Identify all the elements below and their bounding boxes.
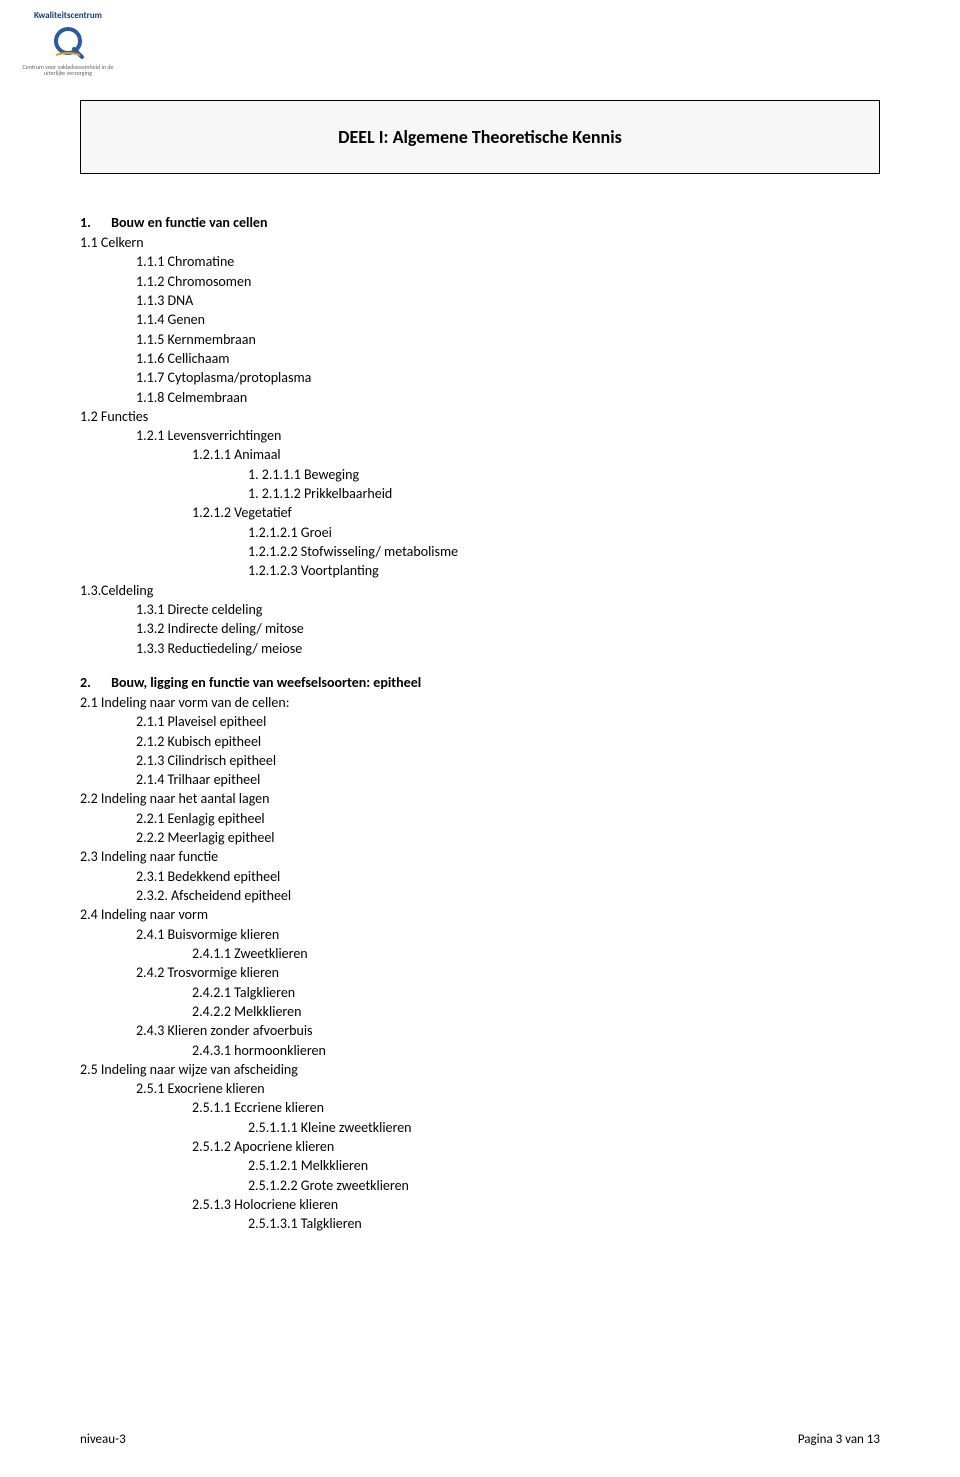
outline-item: 2.5.1.2 Apocriene klieren (192, 1137, 880, 1156)
outline-item: 2.5.1.3.1 Talgklieren (248, 1214, 880, 1233)
outline-item: 1.1.4 Genen (136, 310, 880, 329)
outline-item: 1.1.1 Chromatine (136, 252, 880, 271)
outline-item: 2.1.1 Plaveisel epitheel (136, 712, 880, 731)
outline-item: 2.5.1.2.2 Grote zweetklieren (248, 1176, 880, 1195)
outline-item: 2.4 Indeling naar vorm (80, 905, 880, 924)
outline-item: 2.5.1 Exocriene klieren (136, 1079, 880, 1098)
outline-item: 1. 2.1.1.1 Beweging (248, 465, 880, 484)
logo-title: Kwaliteitscentrum (34, 10, 102, 21)
section-1-heading: 1. Bouw en functie van cellen (80, 214, 880, 231)
outline-item: 1.1.6 Cellichaam (136, 349, 880, 368)
outline-item: 2.2 Indeling naar het aantal lagen (80, 789, 880, 808)
section-1: 1. Bouw en functie van cellen 1.1 Celker… (80, 214, 880, 658)
outline-item: 2.5.1.1 Eccriene klieren (192, 1098, 880, 1117)
outline-item: 2.4.2.1 Talgklieren (192, 983, 880, 1002)
outline-item: 1.1.8 Celmembraan (136, 388, 880, 407)
outline-item: 1.1.5 Kernmembraan (136, 330, 880, 349)
logo: Kwaliteitscentrum Centrum voor vakbekwaa… (18, 10, 118, 77)
outline-item: 2.4.3.1 hormoonklieren (192, 1041, 880, 1060)
outline-item: 2.2.1 Eenlagig epitheel (136, 809, 880, 828)
outline-item: 2.4.2.2 Melkklieren (192, 1002, 880, 1021)
outline-item: 2.5 Indeling naar wijze van afscheiding (80, 1060, 880, 1079)
outline-item: 2.1 Indeling naar vorm van de cellen: (80, 693, 880, 712)
outline-item: 2.4.2 Trosvormige klieren (136, 963, 880, 982)
outline-item: 2.1.3 Cilindrisch epitheel (136, 751, 880, 770)
outline-item: 1.2.1.1 Animaal (192, 445, 880, 464)
outline-item: 2.4.1 Buisvormige klieren (136, 925, 880, 944)
outline-item: 2.4.1.1 Zweetklieren (192, 944, 880, 963)
section-1-title: Bouw en functie van cellen (111, 214, 267, 231)
section-2-body: 2.1 Indeling naar vorm van de cellen:2.1… (80, 693, 880, 1234)
title-box: DEEL I: Algemene Theoretische Kennis (80, 100, 880, 174)
outline-item: 1.3.3 Reductiedeling/ meiose (136, 639, 880, 658)
outline-item: 1.2.1.2.3 Voortplanting (248, 561, 880, 580)
outline-item: 1.1 Celkern (80, 233, 880, 252)
outline-item: 1. 2.1.1.2 Prikkelbaarheid (248, 484, 880, 503)
outline-item: 1.2 Functies (80, 407, 880, 426)
outline-item: 1.3.1 Directe celdeling (136, 600, 880, 619)
section-2-heading: 2. Bouw, ligging en functie van weefsels… (80, 674, 880, 691)
outline-item: 2.5.1.3 Holocriene klieren (192, 1195, 880, 1214)
outline-item: 1.2.1.2.1 Groei (248, 523, 880, 542)
outline-item: 2.3.2. Afscheidend epitheel (136, 886, 880, 905)
footer-left: niveau-3 (80, 1432, 126, 1447)
logo-subtitle: Centrum voor vakbekwaamheid in de uiterl… (18, 64, 118, 77)
section-2-num: 2. (80, 674, 108, 691)
outline-item: 1.2.1.2.2 Stofwisseling/ metabolisme (248, 542, 880, 561)
outline-item: 2.1.4 Trilhaar epitheel (136, 770, 880, 789)
section-1-num: 1. (80, 214, 108, 231)
section-2-title: Bouw, ligging en functie van weefselsoor… (111, 674, 421, 691)
section-2: 2. Bouw, ligging en functie van weefsels… (80, 674, 880, 1234)
outline-item: 2.5.1.2.1 Melkklieren (248, 1156, 880, 1175)
outline-item: 1.3.2 Indirecte deling/ mitose (136, 619, 880, 638)
footer: niveau-3 Pagina 3 van 13 (80, 1432, 880, 1447)
page-title: DEEL I: Algemene Theoretische Kennis (91, 126, 869, 148)
section-1-body: 1.1 Celkern1.1.1 Chromatine1.1.2 Chromos… (80, 233, 880, 658)
outline-item: 1.2.1.2 Vegetatief (192, 503, 880, 522)
outline-item: 2.1.2 Kubisch epitheel (136, 732, 880, 751)
outline-item: 1.3.Celdeling (80, 581, 880, 600)
outline-item: 2.2.2 Meerlagig epitheel (136, 828, 880, 847)
logo-icon (48, 23, 88, 63)
outline-item: 2.3 Indeling naar functie (80, 847, 880, 866)
outline-item: 1.1.7 Cytoplasma/protoplasma (136, 368, 880, 387)
footer-right: Pagina 3 van 13 (798, 1432, 880, 1447)
outline-item: 1.1.3 DNA (136, 291, 880, 310)
outline-item: 1.1.2 Chromosomen (136, 272, 880, 291)
outline-item: 2.3.1 Bedekkend epitheel (136, 867, 880, 886)
outline-item: 2.5.1.1.1 Kleine zweetklieren (248, 1118, 880, 1137)
outline-item: 2.4.3 Klieren zonder afvoerbuis (136, 1021, 880, 1040)
outline-item: 1.2.1 Levensverrichtingen (136, 426, 880, 445)
